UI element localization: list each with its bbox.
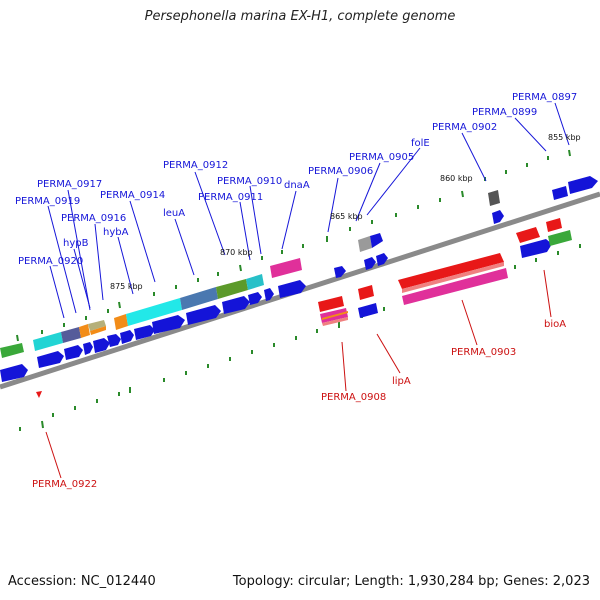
gene-arrow-orange-2 bbox=[90, 326, 106, 335]
gene-arrow-darkgrey bbox=[488, 190, 500, 206]
gene-label: bioA bbox=[544, 319, 566, 330]
gene-label: PERMA_0911 bbox=[198, 192, 263, 203]
gene-label: PERMA_0914 bbox=[100, 190, 165, 201]
kbp-label: 870 kbp bbox=[220, 248, 253, 257]
kbp-label: 860 kbp bbox=[440, 174, 473, 183]
leader-lines-red bbox=[45, 269, 552, 479]
gene-arrow-blue-small bbox=[370, 233, 383, 248]
gene-label: leuA bbox=[163, 208, 185, 219]
gene-label: lipA bbox=[392, 376, 411, 387]
gene-label: PERMA_0908 bbox=[321, 392, 386, 403]
gene-arrow-magenta bbox=[270, 258, 302, 278]
gene-label: PERMA_0917 bbox=[37, 179, 102, 190]
gene-arrow-orange bbox=[79, 324, 90, 338]
lane-forward-outer bbox=[0, 176, 598, 358]
gene-arrow-olive bbox=[216, 279, 248, 299]
gene-label: hybA bbox=[103, 227, 129, 238]
map-title: Persephonella marina EX-H1, complete gen… bbox=[144, 9, 456, 24]
leader-lines-blue bbox=[47, 102, 570, 319]
lane-forward-inner bbox=[0, 210, 552, 382]
gene-label: PERMA_0905 bbox=[349, 152, 414, 163]
gene-arrow-blue-right bbox=[552, 186, 568, 200]
accession-label: Accession: NC_012440 bbox=[8, 574, 156, 589]
gene-label: PERMA_0897 bbox=[512, 92, 577, 103]
gene-arrow-cyan bbox=[33, 332, 63, 351]
gene-arrow-green bbox=[0, 343, 24, 358]
gene-label: PERMA_0902 bbox=[432, 122, 497, 133]
tick-row-outer-top bbox=[16, 149, 571, 342]
gene-arrow-orange-3 bbox=[114, 314, 128, 330]
gene-label: PERMA_0906 bbox=[308, 166, 373, 177]
gene-label: PERMA_0910 bbox=[217, 176, 282, 187]
kbp-label: 865 kbp bbox=[330, 212, 363, 221]
gene-arrow-slate bbox=[61, 327, 81, 343]
kbp-label: 855 kbp bbox=[548, 133, 581, 142]
lane-reverse-inner bbox=[36, 218, 572, 398]
gene-label: PERMA_0919 bbox=[15, 196, 80, 207]
gene-label: folE bbox=[411, 138, 430, 149]
gene-arrow-grey bbox=[358, 236, 372, 252]
gene-label: PERMA_0922 bbox=[32, 479, 97, 490]
gene-arrow-blue-right-2 bbox=[568, 176, 598, 194]
gene-arrow-steel bbox=[180, 287, 218, 310]
gene-label: PERMA_0912 bbox=[163, 160, 228, 171]
gene-arrow-cyan-2 bbox=[126, 298, 182, 326]
gene-label: PERMA_0899 bbox=[472, 107, 537, 118]
gene-label: dnaA bbox=[284, 180, 310, 191]
gene-arrow-khaki bbox=[88, 320, 106, 331]
kbp-label: 875 kbp bbox=[110, 282, 143, 291]
gene-label: hypB bbox=[63, 238, 89, 249]
gene-label: PERMA_0903 bbox=[451, 347, 516, 358]
gene-label: PERMA_0916 bbox=[61, 213, 126, 224]
gene-arrow-teal bbox=[246, 274, 264, 290]
gene-label: PERMA_0920 bbox=[18, 256, 83, 267]
genome-stats-label: Topology: circular; Length: 1,930,284 bp… bbox=[232, 574, 590, 589]
